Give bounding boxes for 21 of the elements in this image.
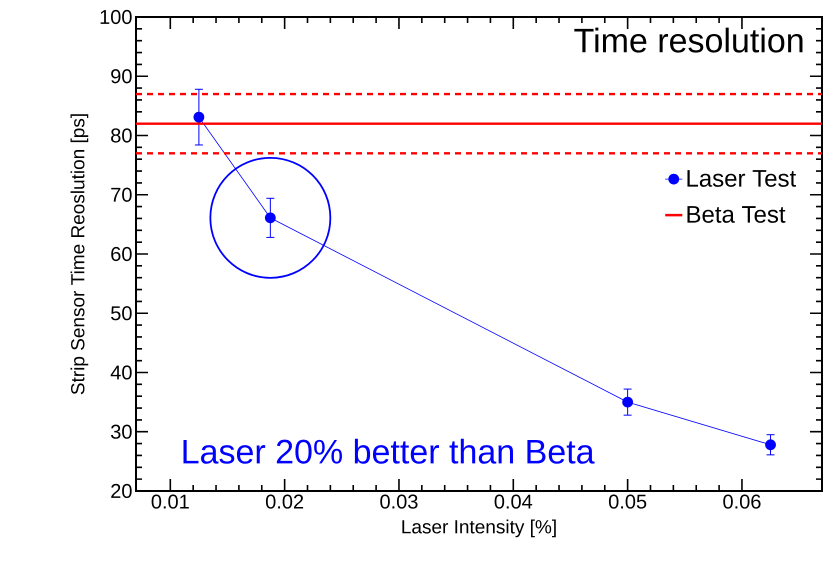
annotation: Laser 20% better than Beta bbox=[183, 438, 595, 464]
y-axis-title: Strip Sensor Time Reoslution [ps] bbox=[70, 114, 88, 394]
y-tick-label: 80 bbox=[111, 128, 132, 143]
x-tick-label: 0.04 bbox=[494, 494, 532, 509]
chart-title: Time resolution bbox=[574, 28, 802, 53]
legend-label: Beta Test bbox=[687, 206, 786, 223]
x-axis-title: Laser Intensity [%] bbox=[402, 520, 556, 538]
y-tick-label: 30 bbox=[110, 424, 132, 439]
y-tick-label: 70 bbox=[111, 188, 132, 202]
x-tick-label: 0.05 bbox=[608, 494, 646, 509]
legend-label: Laser Test bbox=[687, 170, 796, 187]
y-tick-label: 50 bbox=[111, 306, 132, 320]
y-tick-label: 90 bbox=[111, 69, 132, 84]
y-tick-label: 20 bbox=[111, 484, 132, 498]
x-tick-label: 0.02 bbox=[266, 494, 304, 509]
y-tick-label: 40 bbox=[110, 365, 132, 380]
x-tick-label: 0.01 bbox=[152, 494, 189, 509]
y-tick-label: 100 bbox=[100, 10, 132, 24]
x-tick-label: 0.03 bbox=[380, 494, 418, 509]
y-tick-label: 60 bbox=[111, 246, 132, 262]
x-tick-label: 0.06 bbox=[723, 494, 761, 509]
